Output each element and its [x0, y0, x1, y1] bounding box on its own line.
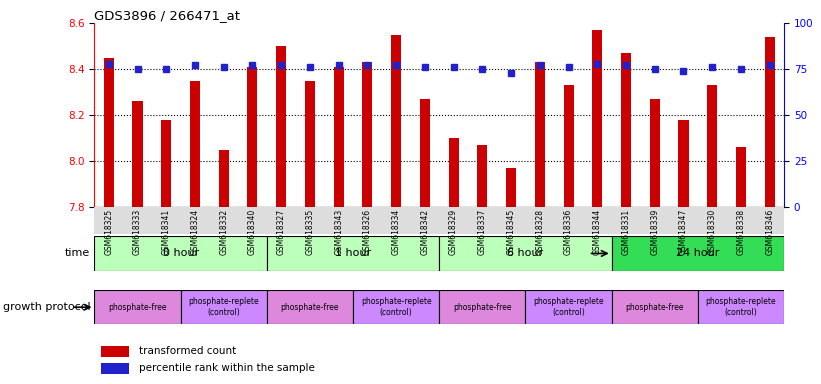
Text: GSM618328: GSM618328 — [535, 209, 544, 255]
Bar — [103, 58, 114, 207]
Text: 0 hour: 0 hour — [163, 248, 199, 258]
Text: phosphate-free: phosphate-free — [108, 303, 167, 312]
Bar — [764, 37, 775, 207]
Bar — [707, 85, 718, 207]
Bar — [94, 236, 267, 271]
Bar — [534, 62, 545, 207]
Text: GSM618333: GSM618333 — [133, 209, 142, 255]
Text: GSM618339: GSM618339 — [650, 209, 659, 255]
Text: GSM618342: GSM618342 — [420, 209, 429, 255]
Bar — [448, 138, 459, 207]
Bar — [420, 99, 430, 207]
Bar — [362, 62, 373, 207]
Text: GDS3896 / 266471_at: GDS3896 / 266471_at — [94, 9, 241, 22]
Text: phosphate-free: phosphate-free — [626, 303, 684, 312]
Text: phosphate-replete
(control): phosphate-replete (control) — [533, 298, 604, 317]
Text: GSM618346: GSM618346 — [765, 209, 774, 255]
Text: GSM618335: GSM618335 — [305, 209, 314, 255]
Bar — [333, 67, 344, 207]
Text: percentile rank within the sample: percentile rank within the sample — [140, 363, 315, 373]
Text: GSM618327: GSM618327 — [277, 209, 286, 255]
Text: phosphate-free: phosphate-free — [281, 303, 339, 312]
Text: GSM618332: GSM618332 — [219, 209, 228, 255]
Text: phosphate-replete
(control): phosphate-replete (control) — [360, 298, 432, 317]
Bar — [247, 67, 258, 207]
Bar — [276, 46, 287, 207]
Bar — [190, 81, 200, 207]
Text: transformed count: transformed count — [140, 346, 236, 356]
Bar — [563, 85, 574, 207]
Text: GSM618343: GSM618343 — [334, 209, 343, 255]
Text: growth protocol: growth protocol — [2, 302, 90, 312]
Text: GSM618325: GSM618325 — [104, 209, 113, 255]
Text: GSM618347: GSM618347 — [679, 209, 688, 255]
Bar — [391, 35, 401, 207]
Bar — [621, 53, 631, 207]
Bar — [439, 236, 612, 271]
Text: GSM618344: GSM618344 — [593, 209, 602, 255]
Bar — [678, 120, 689, 207]
Text: GSM618341: GSM618341 — [162, 209, 171, 255]
Bar — [305, 81, 315, 207]
Text: GSM618329: GSM618329 — [449, 209, 458, 255]
Text: GSM618337: GSM618337 — [478, 209, 487, 255]
Bar — [592, 30, 603, 207]
Text: phosphate-replete
(control): phosphate-replete (control) — [188, 298, 259, 317]
Bar — [267, 290, 353, 324]
Text: GSM618336: GSM618336 — [564, 209, 573, 255]
Bar — [612, 236, 784, 271]
Bar — [132, 101, 143, 207]
Text: GSM618326: GSM618326 — [363, 209, 372, 255]
Bar — [267, 236, 439, 271]
Bar — [506, 168, 516, 207]
Text: GSM618324: GSM618324 — [190, 209, 200, 255]
Bar — [649, 99, 660, 207]
Bar — [477, 145, 488, 207]
Bar — [161, 120, 172, 207]
Bar — [736, 147, 746, 207]
Text: 6 hour: 6 hour — [507, 248, 544, 258]
Bar — [101, 346, 129, 357]
Bar — [218, 150, 229, 207]
Bar — [612, 290, 698, 324]
Text: 24 hour: 24 hour — [677, 248, 719, 258]
Bar — [181, 290, 267, 324]
Text: GSM618340: GSM618340 — [248, 209, 257, 255]
Bar — [525, 290, 612, 324]
Bar — [353, 290, 439, 324]
Text: GSM618330: GSM618330 — [708, 209, 717, 255]
Text: GSM618334: GSM618334 — [392, 209, 401, 255]
Bar — [439, 290, 525, 324]
Bar — [101, 363, 129, 374]
Text: time: time — [65, 248, 90, 258]
Text: phosphate-replete
(control): phosphate-replete (control) — [705, 298, 777, 317]
Bar — [698, 290, 784, 324]
Text: GSM618345: GSM618345 — [507, 209, 516, 255]
Text: GSM618331: GSM618331 — [621, 209, 631, 255]
Text: 1 hour: 1 hour — [335, 248, 371, 258]
Text: GSM618338: GSM618338 — [736, 209, 745, 255]
Bar — [94, 290, 181, 324]
Text: phosphate-free: phosphate-free — [453, 303, 511, 312]
